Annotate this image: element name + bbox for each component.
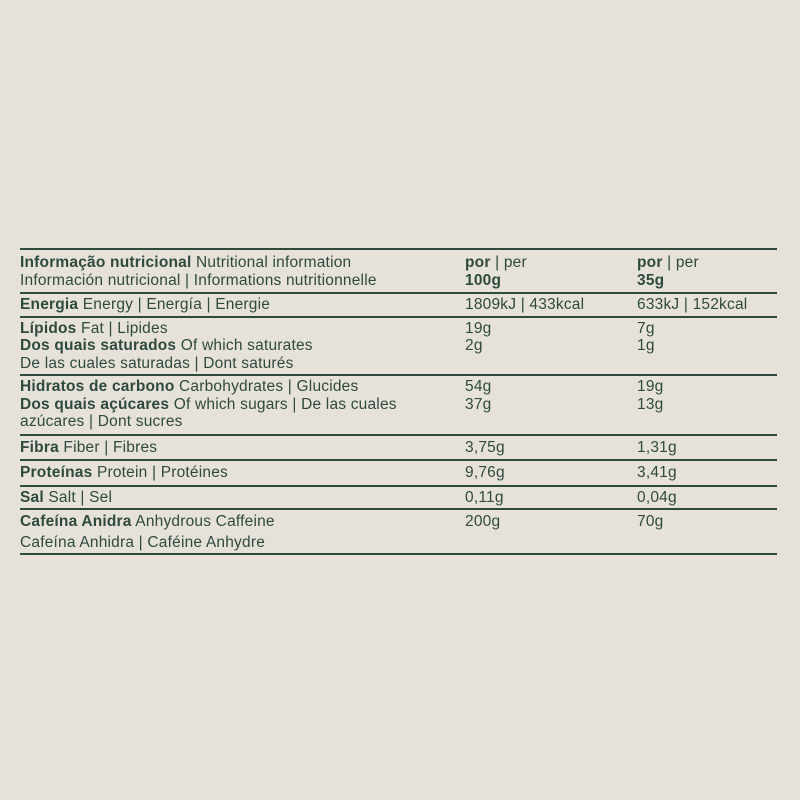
nutrient-translations: Energy | Energía | Energie bbox=[78, 296, 271, 313]
nutrient-line: Lípidos Fat | Lipides 19g 7g bbox=[20, 320, 777, 338]
nutrient-translations: Protein | Protéines bbox=[92, 464, 228, 481]
nutrient-label: Dos quais açúcares Of which sugars | De … bbox=[20, 396, 465, 414]
nutrient-name-pt: Fibra bbox=[20, 438, 59, 456]
nutrient-line: Sal Salt | Sel 0,11g 0,04g bbox=[20, 489, 777, 507]
nutrient-label: azúcares | Dont sucres bbox=[20, 413, 465, 431]
value-per-35g: 19g bbox=[637, 378, 664, 395]
row-energy: Energia Energy | Energía | Energie 1809k… bbox=[20, 292, 777, 316]
value-per-100g: 1809kJ | 433kcal bbox=[465, 296, 585, 313]
nutrient-translations: De las cuales saturadas | Dont saturés bbox=[20, 354, 294, 372]
nutrient-translations: Salt | Sel bbox=[43, 488, 113, 506]
nutrient-name-pt: Proteínas bbox=[20, 464, 93, 481]
table-title: Informação nutricional Nutritional infor… bbox=[20, 255, 465, 271]
per-35g-per: | per bbox=[662, 254, 699, 271]
nutrient-label: Cafeína Anidra Anhydrous Caffeine bbox=[20, 513, 465, 531]
nutrient-label: De las cuales saturadas | Dont saturés bbox=[20, 355, 465, 373]
value-per-35g: 633kJ | 152kcal bbox=[637, 296, 748, 313]
per-35g-amount: 35g bbox=[637, 271, 665, 289]
per-35g-por: por bbox=[637, 254, 663, 271]
nutrient-line: Fibra Fiber | Fibres 3,75g 1,31g bbox=[20, 439, 777, 457]
nutrient-label: Sal Salt | Sel bbox=[20, 489, 465, 507]
row-protein: Proteínas Protein | Protéines 9,76g 3,41… bbox=[20, 459, 777, 485]
nutrient-line: De las cuales saturadas | Dont saturés bbox=[20, 355, 777, 373]
value-per-100g: 19g bbox=[465, 319, 492, 337]
header-line-2: Información nutricional | Informations n… bbox=[20, 272, 777, 290]
row-fiber: Fibra Fiber | Fibres 3,75g 1,31g bbox=[20, 433, 777, 460]
nutrient-translations: Cafeína Anhidra | Caféine Anhydre bbox=[20, 533, 266, 551]
value-per-100g: 3,75g bbox=[465, 438, 505, 456]
value-per-100g: 54g bbox=[465, 378, 492, 395]
value-per-100g: 0,11g bbox=[465, 488, 504, 506]
nutrient-label: Energia Energy | Energía | Energie bbox=[20, 296, 465, 314]
value-per-35g: 13g bbox=[637, 395, 664, 413]
nutrient-translations: Carbohydrates | Glucides bbox=[174, 378, 359, 395]
nutrient-label: Hidratos de carbono Carbohydrates | Gluc… bbox=[20, 378, 465, 396]
value-per-100g: 200g bbox=[465, 513, 501, 530]
value-per-35g: 0,04g bbox=[637, 488, 677, 506]
nutrient-line: Dos quais saturados Of which saturates 2… bbox=[20, 337, 777, 355]
nutrient-label: Fibra Fiber | Fibres bbox=[20, 439, 465, 457]
value-per-35g: 7g bbox=[637, 319, 655, 337]
nutrition-facts-table: Informação nutricional Nutritional infor… bbox=[20, 248, 777, 555]
nutrient-name-pt: Lípidos bbox=[20, 319, 77, 337]
nutrient-line: Cafeína Anidra Anhydrous Caffeine 200g 7… bbox=[20, 513, 777, 531]
nutrient-label: Proteínas Protein | Protéines bbox=[20, 464, 465, 482]
nutrient-line: Energia Energy | Energía | Energie 1809k… bbox=[20, 296, 777, 314]
table-title-en: Nutritional information bbox=[191, 254, 352, 271]
table-subtitle: Información nutricional | Informations n… bbox=[20, 271, 377, 289]
nutrient-line: Hidratos de carbono Carbohydrates | Gluc… bbox=[20, 378, 777, 396]
nutrient-line: azúcares | Dont sucres bbox=[20, 413, 777, 431]
table-title-pt: Informação nutricional bbox=[20, 254, 192, 271]
nutrient-translations: Fat | Lipides bbox=[76, 319, 168, 337]
value-per-100g: 9,76g bbox=[465, 464, 505, 481]
nutrient-name-pt: Dos quais açúcares bbox=[20, 395, 170, 413]
nutrient-translations: Of which sugars | De las cuales bbox=[169, 395, 397, 413]
nutrient-line: Dos quais açúcares Of which sugars | De … bbox=[20, 396, 777, 414]
value-per-35g: 3,41g bbox=[637, 464, 677, 481]
nutrient-name-pt: Energia bbox=[20, 296, 79, 313]
per-100g-por: por bbox=[465, 254, 491, 271]
value-per-100g: 37g bbox=[465, 395, 492, 413]
nutrient-translations: azúcares | Dont sucres bbox=[20, 413, 183, 430]
nutrient-translations: Fiber | Fibres bbox=[58, 438, 158, 456]
nutrient-label: Dos quais saturados Of which saturates bbox=[20, 337, 465, 355]
row-carbohydrates: Hidratos de carbono Carbohydrates | Gluc… bbox=[20, 374, 777, 434]
nutrient-name-pt: Hidratos de carbono bbox=[20, 378, 175, 395]
nutrient-line: Proteínas Protein | Protéines 9,76g 3,41… bbox=[20, 464, 777, 482]
nutrient-name-pt: Dos quais saturados bbox=[20, 337, 177, 354]
row-caffeine: Cafeína Anidra Anhydrous Caffeine 200g 7… bbox=[20, 508, 777, 553]
value-per-35g: 70g bbox=[637, 513, 664, 530]
nutrient-label: Lípidos Fat | Lipides bbox=[20, 320, 465, 338]
nutrient-translations: Of which saturates bbox=[176, 337, 313, 354]
row-fat: Lípidos Fat | Lipides 19g 7g Dos quais s… bbox=[20, 315, 777, 375]
nutrient-name-pt: Cafeína Anidra bbox=[20, 513, 132, 530]
per-100g-header: por | per bbox=[465, 254, 637, 272]
per-100g-per: | per bbox=[490, 254, 527, 271]
header-line-1: Informação nutricional Nutritional infor… bbox=[20, 254, 777, 272]
nutrient-label: Cafeína Anhidra | Caféine Anhydre bbox=[20, 534, 465, 552]
per-100g-amount: 100g bbox=[465, 271, 502, 289]
nutrient-name-pt: Sal bbox=[20, 488, 44, 506]
row-salt: Sal Salt | Sel 0,11g 0,04g bbox=[20, 484, 777, 509]
value-per-35g: 1,31g bbox=[637, 438, 677, 456]
value-per-35g: 1g bbox=[637, 337, 655, 354]
table-header-row: Informação nutricional Nutritional infor… bbox=[20, 250, 777, 292]
nutrient-translations: Anhydrous Caffeine bbox=[131, 513, 275, 530]
value-per-100g: 2g bbox=[465, 337, 483, 354]
per-35g-header: por | per bbox=[637, 254, 777, 272]
nutrient-line: Cafeína Anhidra | Caféine Anhydre bbox=[20, 534, 777, 552]
